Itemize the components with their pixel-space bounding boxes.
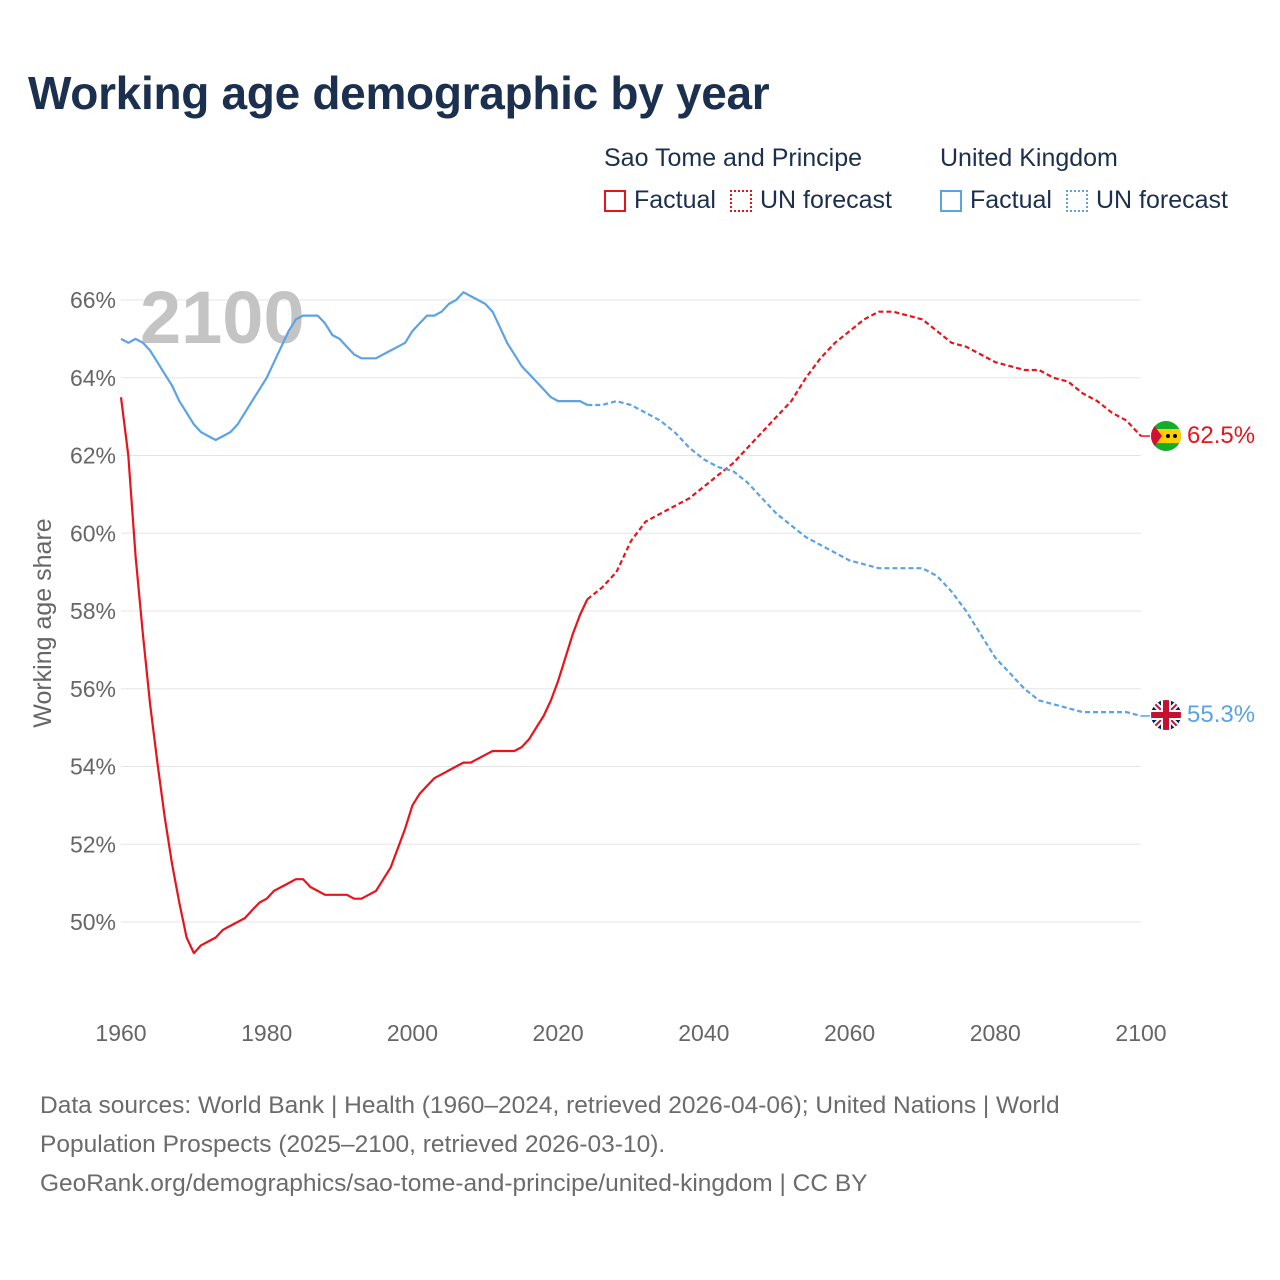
series-lines bbox=[119, 291, 1150, 955]
y-tick-label: 50% bbox=[70, 909, 116, 935]
x-tick-label: 2040 bbox=[678, 1020, 729, 1046]
x-tick-label: 2000 bbox=[387, 1020, 438, 1046]
x-tick-label: 1960 bbox=[95, 1020, 146, 1046]
y-tick-label: 60% bbox=[70, 520, 116, 546]
footer: Data sources: World Bank | Health (1960–… bbox=[40, 1086, 1240, 1203]
x-tick-label: 2060 bbox=[824, 1020, 875, 1046]
x-tick-label: 2020 bbox=[533, 1020, 584, 1046]
legend-swatch-solid bbox=[604, 189, 626, 212]
y-tick-label: 56% bbox=[70, 676, 116, 702]
legend-swatch-dotted bbox=[1065, 189, 1088, 212]
sao-tome-flag-icon bbox=[1151, 421, 1181, 451]
footer-sources-line-1: Data sources: World Bank | Health (1960–… bbox=[40, 1092, 1060, 1119]
legend-group-sao-tome: Sao Tome and Principe Factual UN forecas… bbox=[604, 144, 906, 215]
legend-swatch-dotted bbox=[729, 189, 752, 212]
legend-item-uk-factual[interactable]: Factual bbox=[940, 186, 1052, 215]
legend-item-sao-tome-forecast[interactable]: UN forecast bbox=[729, 186, 892, 215]
legend-item-sao-tome-factual[interactable]: Factual bbox=[604, 186, 716, 215]
series-line-sao-tome-and-principe-forecast bbox=[586, 310, 1142, 601]
series-line-united-kingdom-forecast bbox=[587, 400, 1142, 718]
uk-flag-icon bbox=[1151, 700, 1181, 730]
series-line-sao-tome-and-principe-factual bbox=[119, 397, 589, 955]
y-tick-label: 52% bbox=[70, 831, 116, 857]
series-line-united-kingdom-factual bbox=[120, 291, 588, 442]
x-tick-label: 1980 bbox=[241, 1020, 292, 1046]
y-tick-label: 66% bbox=[70, 287, 116, 313]
axis-ticks: 50% 52% 54% 56% 58% 60% 62% 64% 66% 1960 1980 2000 2… bbox=[70, 287, 1167, 1046]
end-label-united-kingdom: 55.3% bbox=[1187, 701, 1255, 728]
year-overlay: 2100 bbox=[140, 276, 305, 359]
y-tick-label: 62% bbox=[70, 443, 116, 469]
legend-label: UN forecast bbox=[1095, 186, 1228, 214]
footer-sources-line-2: Population Prospects (2025–2100, retriev… bbox=[40, 1131, 666, 1158]
line-chart: 50% 52% 54% 56% 58% 60% 62% 64% 66% 1960 1980 2000 2… bbox=[29, 276, 1255, 1046]
page-title: Working age demographic by year bbox=[28, 67, 770, 119]
legend-group-label: Sao Tome and Principe bbox=[604, 144, 863, 172]
legend-label: Factual bbox=[634, 186, 716, 214]
end-label-sao-tome: 62.5% bbox=[1187, 422, 1255, 449]
y-tick-label: 54% bbox=[70, 754, 116, 780]
legend-label: UN forecast bbox=[759, 186, 892, 214]
x-tick-label: 2080 bbox=[970, 1020, 1021, 1046]
footer-source-link[interactable]: GeoRank.org/demographics/sao-tome-and-pr… bbox=[40, 1170, 868, 1197]
legend-swatch-solid bbox=[940, 189, 962, 212]
y-tick-label: 58% bbox=[70, 598, 116, 624]
gridlines bbox=[121, 299, 1141, 923]
legend-item-uk-forecast[interactable]: UN forecast bbox=[1065, 186, 1228, 215]
legend-label: Factual bbox=[970, 186, 1052, 214]
legend-group-label: United Kingdom bbox=[940, 144, 1118, 172]
y-tick-label: 64% bbox=[70, 365, 116, 391]
y-axis-title: Working age share bbox=[29, 518, 57, 727]
legend-group-united-kingdom: United Kingdom Factual UN forecast bbox=[940, 144, 1242, 215]
x-tick-label: 2100 bbox=[1115, 1020, 1166, 1046]
